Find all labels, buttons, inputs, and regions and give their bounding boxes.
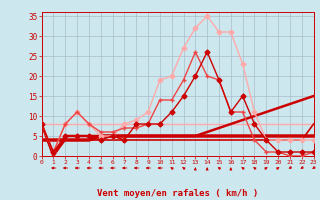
Text: Vent moyen/en rafales ( km/h ): Vent moyen/en rafales ( km/h ) xyxy=(97,189,258,198)
